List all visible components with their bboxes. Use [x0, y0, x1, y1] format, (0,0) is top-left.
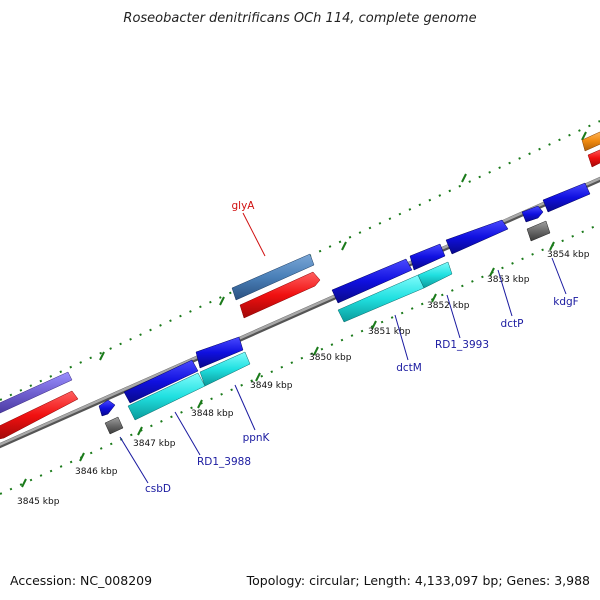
gene-labels: glyA csbD RD1_3988 ppnK dctM RD1_3993 dc… [145, 200, 579, 495]
blue-gene-arrow[interactable] [123, 359, 199, 404]
upper-major-tick [99, 351, 105, 361]
dctM-leader [394, 314, 409, 361]
genome-backbone-highlight [0, 177, 600, 446]
upper-major-tick [341, 241, 347, 251]
major-tick [197, 399, 203, 409]
gene-label-glyA[interactable]: glyA [232, 200, 256, 212]
kbp-label: 3849 kbp [250, 381, 293, 391]
major-tick [21, 478, 27, 488]
kbp-label: 3845 kbp [17, 497, 60, 507]
RD1_3993-gene-arrow[interactable] [417, 261, 453, 289]
kbp-label: 3852 kbp [427, 301, 470, 311]
csbD-leader [119, 436, 149, 484]
blue-gene-arrow[interactable] [409, 243, 446, 271]
topology-text: Topology: circular; Length: 4,133,097 bp… [246, 573, 590, 588]
orange-gene-arrow[interactable] [581, 131, 600, 152]
gene-label-RD1_3988[interactable]: RD1_3988 [197, 456, 251, 468]
upper-features [0, 131, 600, 440]
csbD-gene-box[interactable] [104, 416, 124, 435]
red-gene-arrow[interactable] [587, 149, 600, 168]
blue-gene-arrow[interactable] [195, 336, 244, 369]
kbp-label: 3853 kbp [487, 275, 530, 285]
upper-major-tick [581, 131, 587, 141]
upper-major-tick [219, 296, 225, 306]
accession-text: Accession: NC_008209 [10, 573, 152, 588]
ppnK-gene-arrow[interactable] [199, 351, 251, 387]
major-tick [137, 426, 143, 436]
gene-label-csbD[interactable]: csbD [145, 483, 171, 495]
upper-major-tick [461, 173, 467, 183]
gene-label-RD1_3993[interactable]: RD1_3993 [435, 339, 489, 351]
major-tick [79, 452, 85, 462]
gene-label-ppnK[interactable]: ppnK [243, 432, 271, 444]
kbp-label: 3851 kbp [368, 327, 411, 337]
red-gene-arrow[interactable] [0, 390, 79, 440]
kbp-label: 3854 kbp [547, 250, 590, 260]
major-tick [549, 241, 555, 251]
purple-gene-arrow[interactable] [0, 371, 73, 414]
kbp-label: 3850 kbp [309, 353, 352, 363]
RD1_3993-leader [446, 294, 461, 339]
gray-gene-box[interactable] [526, 220, 551, 242]
dctP-leader [497, 269, 513, 317]
glyA-gene-arrow[interactable] [231, 253, 315, 301]
blue-gene-arrow[interactable] [521, 205, 544, 223]
csbD-blue-arrow[interactable] [98, 399, 116, 417]
map-title: Roseobacter denitrificans OCh 114, compl… [123, 11, 476, 26]
gene-label-kdgF[interactable]: kdgF [553, 296, 578, 308]
kbp-label: 3846 kbp [75, 467, 118, 477]
lower-features [98, 182, 591, 435]
kdgF-leader [551, 257, 567, 295]
major-tick [431, 293, 437, 303]
major-tick [489, 267, 495, 277]
gene-label-dctP[interactable]: dctP [501, 318, 524, 330]
ppnK-leader [234, 384, 256, 431]
red-gene-arrow[interactable] [239, 271, 321, 319]
kbp-label: 3847 kbp [133, 439, 176, 449]
major-ticks [21, 131, 587, 488]
label-leaders [119, 212, 567, 484]
dctP-gene-arrow[interactable] [445, 219, 509, 255]
gene-label-dctM[interactable]: dctM [396, 362, 422, 374]
major-tick [313, 346, 319, 356]
major-tick [371, 320, 377, 330]
blue-gene-arrow[interactable] [331, 258, 413, 304]
kbp-label: 3848 kbp [191, 409, 234, 419]
kdgF-gene-arrow[interactable] [542, 182, 591, 213]
kbp-labels: 3845 kbp 3846 kbp 3847 kbp 3848 kbp 3849… [17, 250, 590, 507]
RD1_3988-leader [174, 411, 201, 456]
glyA-leader [242, 212, 266, 257]
major-tick [255, 372, 261, 382]
